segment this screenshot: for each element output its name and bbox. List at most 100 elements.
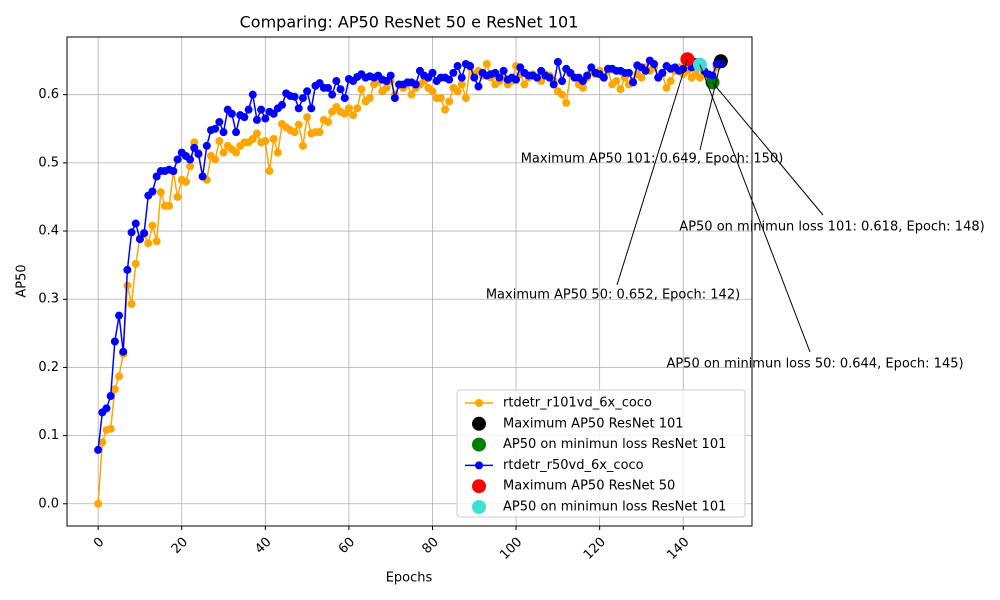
data-point <box>407 90 416 99</box>
data-point <box>135 235 144 244</box>
data-point <box>382 83 391 92</box>
legend-box <box>456 389 746 518</box>
data-point <box>324 83 333 92</box>
legend-label: Maximum AP50 ResNet 50 <box>503 479 675 494</box>
data-point <box>637 73 646 82</box>
data-point <box>123 281 132 290</box>
data-point <box>94 499 103 508</box>
data-point <box>340 109 349 118</box>
data-point <box>328 90 337 99</box>
y-tick-label: 0.2 <box>38 360 59 375</box>
data-point <box>453 62 462 71</box>
data-point <box>219 148 228 157</box>
data-point <box>662 83 671 92</box>
data-point <box>240 113 249 122</box>
data-point <box>294 104 303 113</box>
plot-frame <box>66 36 753 527</box>
data-point <box>520 80 529 89</box>
data-point <box>453 87 462 96</box>
data-point <box>252 129 261 138</box>
data-point <box>110 337 119 346</box>
data-point <box>616 85 625 94</box>
annotation: AP50 on minimun loss 50: 0.644, Epoch: 1… <box>666 357 963 372</box>
data-point <box>386 71 395 80</box>
legend-label: Maximum AP50 ResNet 101 <box>503 416 684 431</box>
data-point <box>553 57 562 66</box>
legend-marker <box>472 416 486 431</box>
data-point <box>562 98 571 107</box>
annotation-arrow <box>712 82 824 216</box>
data-point <box>273 148 282 157</box>
data-point <box>641 66 650 75</box>
data-point <box>248 135 257 143</box>
data-point <box>98 438 107 447</box>
data-point <box>365 94 374 103</box>
y-axis-label: AP50 <box>15 264 30 297</box>
data-point <box>232 148 241 157</box>
data-point <box>612 77 621 86</box>
y-tick-label: 0.6 <box>38 87 59 102</box>
data-point <box>315 128 324 137</box>
data-point <box>340 94 349 103</box>
data-point <box>190 143 199 152</box>
data-point <box>148 187 157 196</box>
data-point <box>252 115 261 124</box>
data-point <box>106 424 115 433</box>
data-point <box>278 100 287 109</box>
data-point <box>127 228 136 237</box>
data-point <box>436 94 445 103</box>
legend-marker <box>472 500 486 514</box>
data-point <box>119 347 128 356</box>
annotation: Maximum AP50 50: 0.652, Epoch: 142) <box>486 288 740 303</box>
data-point <box>181 177 190 186</box>
data-point <box>457 73 466 82</box>
data-point <box>558 90 567 99</box>
data-point <box>666 77 675 86</box>
data-point <box>94 445 103 454</box>
data-point <box>649 60 658 68</box>
legend-marker <box>472 437 486 452</box>
data-point <box>558 77 567 86</box>
data-point <box>336 85 345 94</box>
legend-marker <box>475 399 483 407</box>
data-point <box>219 128 228 137</box>
data-point <box>324 117 333 126</box>
data-point <box>470 73 479 82</box>
data-point <box>140 229 149 238</box>
data-point <box>382 77 391 86</box>
data-point <box>144 239 153 248</box>
data-point <box>115 372 124 381</box>
data-point <box>658 68 667 77</box>
data-point <box>298 94 307 103</box>
data-point <box>353 104 362 113</box>
data-point <box>211 124 220 133</box>
data-point <box>428 68 437 77</box>
data-point <box>290 92 299 101</box>
data-point <box>173 155 182 164</box>
data-point <box>457 80 466 89</box>
legend-label: AP50 on minimun loss ResNet 101 <box>503 437 726 452</box>
data-point <box>629 78 638 87</box>
data-point <box>211 155 220 164</box>
data-point <box>186 162 195 171</box>
data-point <box>123 265 132 274</box>
annotation: AP50 on minimun loss 101: 0.618, Epoch: … <box>679 220 984 235</box>
data-point <box>131 219 140 228</box>
legend-label: rtdetr_r101vd_6x_coco <box>503 396 652 411</box>
data-point <box>232 128 241 137</box>
data-point <box>294 120 303 129</box>
data-point <box>445 75 454 84</box>
data-point <box>198 172 207 181</box>
y-tick-label: 0.4 <box>38 224 59 239</box>
data-point <box>428 87 437 96</box>
data-point <box>390 94 399 103</box>
data-point <box>148 221 157 230</box>
data-point <box>127 300 136 308</box>
data-point <box>261 137 270 146</box>
data-point <box>261 114 270 123</box>
data-point <box>265 167 274 176</box>
annotation-arrow <box>699 64 811 353</box>
data-point <box>106 392 115 401</box>
data-point <box>115 311 124 320</box>
